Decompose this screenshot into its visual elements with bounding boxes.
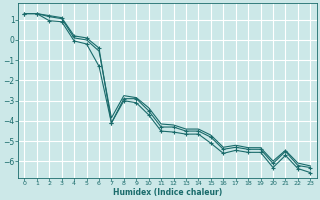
X-axis label: Humidex (Indice chaleur): Humidex (Indice chaleur) [113, 188, 222, 197]
